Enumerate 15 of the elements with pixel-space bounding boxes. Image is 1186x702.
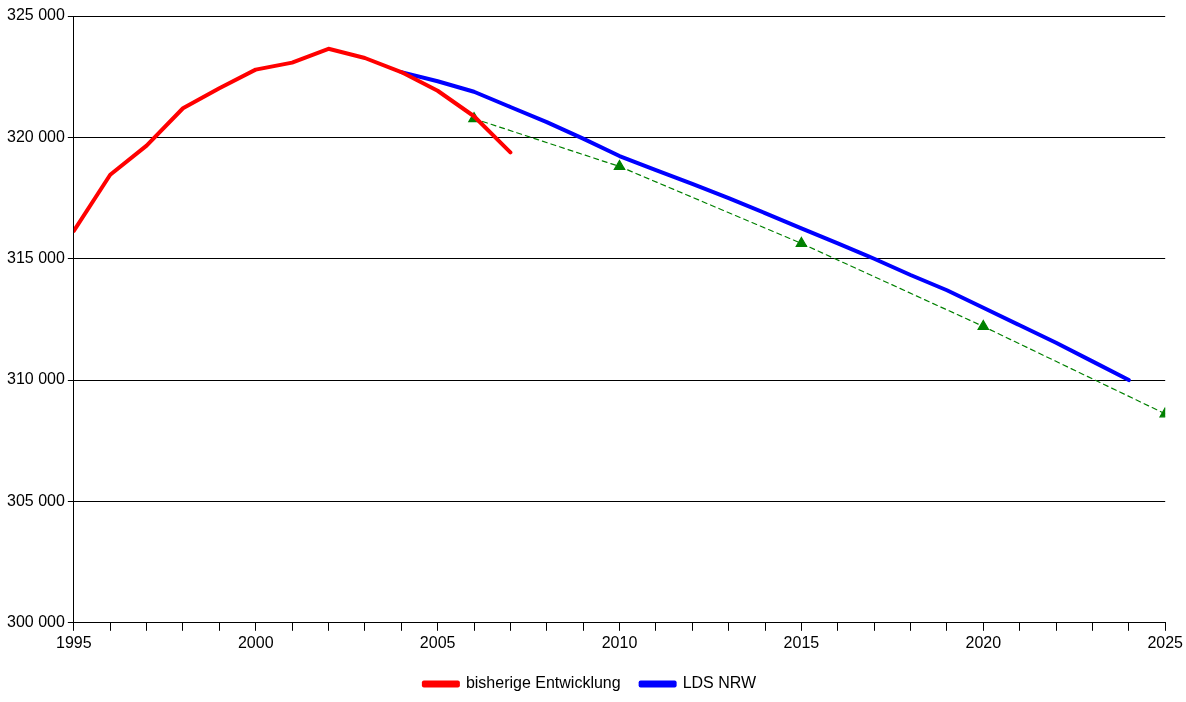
- y-tick-label: 300 000: [6, 613, 65, 631]
- y-tick-label: 320 000: [6, 127, 65, 145]
- y-tick-label: 315 000: [6, 249, 65, 267]
- legend-label: LDS NRW: [682, 674, 758, 692]
- y-tick-label: 305 000: [6, 491, 65, 509]
- x-tick-label: 1995: [56, 633, 92, 651]
- y-tick-label: 310 000: [6, 370, 65, 388]
- legend-label: bisherige Entwicklung: [465, 674, 621, 692]
- x-tick-label: 2000: [237, 633, 274, 651]
- x-tick-label: 2010: [601, 633, 638, 651]
- x-tick-label: 2015: [783, 633, 820, 651]
- x-tick-label: 2025: [1147, 633, 1184, 651]
- x-tick-label: 2020: [965, 633, 1002, 651]
- x-tick-label: 2005: [419, 633, 456, 651]
- y-tick-label: 325 000: [6, 6, 65, 24]
